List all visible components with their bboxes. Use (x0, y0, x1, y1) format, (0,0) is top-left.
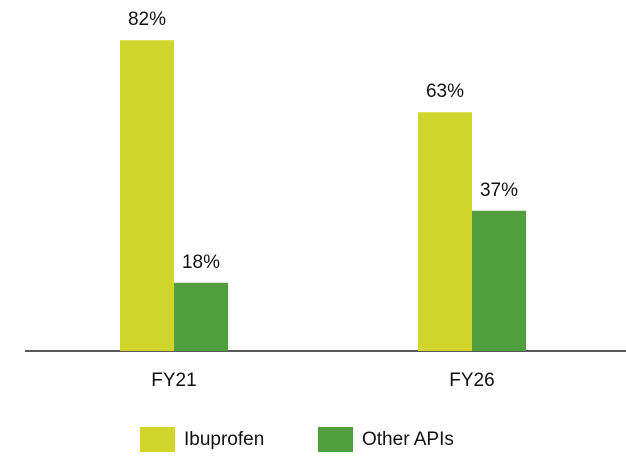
x-tick-label: FY21 (151, 370, 196, 391)
legend-swatch (140, 427, 175, 452)
legend-swatch (318, 427, 353, 452)
legend-label: Other APIs (362, 429, 454, 450)
bar (120, 40, 174, 351)
data-label: 63% (426, 81, 464, 102)
x-tick-label: FY26 (449, 370, 494, 391)
bar (472, 210, 526, 351)
data-label: 18% (182, 252, 220, 273)
bar (418, 112, 472, 351)
bar (174, 282, 228, 351)
legend-label: Ibuprofen (184, 429, 264, 450)
data-label: 37% (480, 180, 518, 201)
data-label: 82% (128, 9, 166, 30)
